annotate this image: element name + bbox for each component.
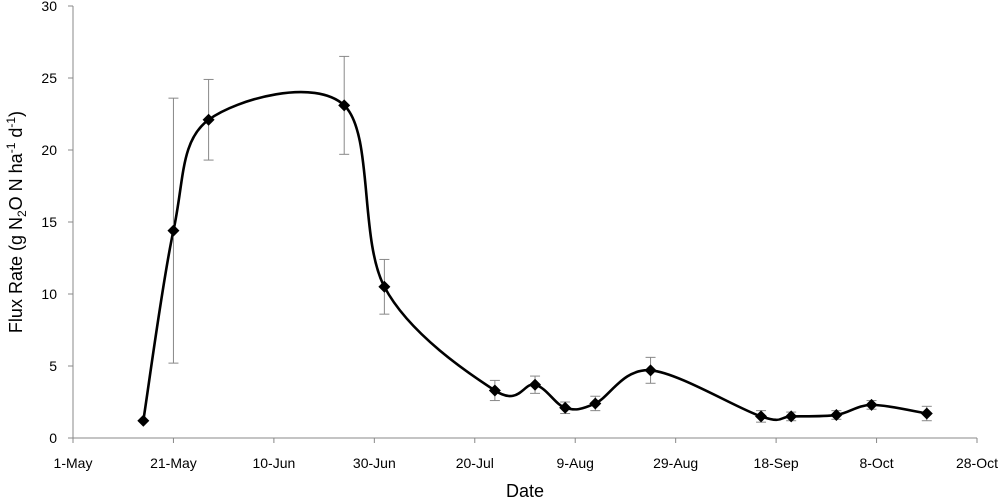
x-tick-label: 29-Aug [653, 455, 698, 471]
data-point-marker [488, 384, 501, 397]
data-point-marker [589, 397, 602, 410]
x-tick-label: 30-Jun [353, 455, 396, 471]
y-axis-title-subscript: 2 [15, 210, 29, 217]
data-point-marker [920, 407, 933, 420]
data-point-marker [378, 280, 391, 293]
series-line [142, 90, 927, 422]
y-tick-label: 10 [41, 286, 57, 302]
error-bars [168, 55, 932, 423]
y-axis-title-part: Flux Rate (g N [6, 217, 26, 333]
x-tick-label: 9-Aug [557, 455, 594, 471]
y-axis-title-part: d [6, 128, 26, 143]
y-tick-label: 25 [41, 70, 57, 86]
x-tick-label: 28-Oct [956, 455, 998, 471]
data-point-marker [830, 408, 843, 421]
data-point-marker [529, 378, 542, 391]
x-ticks: 1-May 21-May 10-Jun 30-Jun 20-Jul 9-Aug 29-Aug… [54, 438, 998, 471]
data-point-marker [338, 99, 351, 112]
y-tick-label: 30 [41, 0, 57, 14]
data-point-marker [785, 410, 798, 423]
y-ticks: 0 5 10 15 20 25 30 [41, 0, 73, 446]
y-tick-label: 0 [49, 430, 57, 446]
axes [72, 6, 977, 439]
x-tick-label: 18-Sep [754, 455, 799, 471]
x-tick-label: 1-May [54, 455, 93, 471]
data-point-marker [755, 410, 768, 423]
x-tick-label: 20-Jul [456, 455, 494, 471]
y-tick-label: 5 [49, 358, 57, 374]
x-tick-label: 21-May [150, 455, 197, 471]
data-point-marker [644, 364, 657, 377]
y-axis-title: Flux Rate (g N2O N ha-1 d-1) [4, 111, 29, 333]
y-axis-title-superscript: -1 [4, 142, 18, 153]
y-axis-title-superscript: -1 [4, 117, 18, 128]
y-tick-label: 15 [41, 214, 57, 230]
data-point-marker [865, 398, 878, 411]
data-point-marker [559, 401, 572, 414]
y-axis-title-part: O N ha [6, 152, 26, 210]
x-tick-label: 8-Oct [859, 455, 893, 471]
data-markers [137, 99, 933, 427]
y-tick-label: 20 [41, 142, 57, 158]
data-point-marker [167, 224, 180, 237]
data-point-marker [137, 414, 150, 427]
y-axis-title-part: ) [6, 111, 26, 117]
x-axis-title: Date [506, 481, 544, 499]
x-tick-label: 10-Jun [252, 455, 295, 471]
data-point-marker [202, 113, 215, 126]
